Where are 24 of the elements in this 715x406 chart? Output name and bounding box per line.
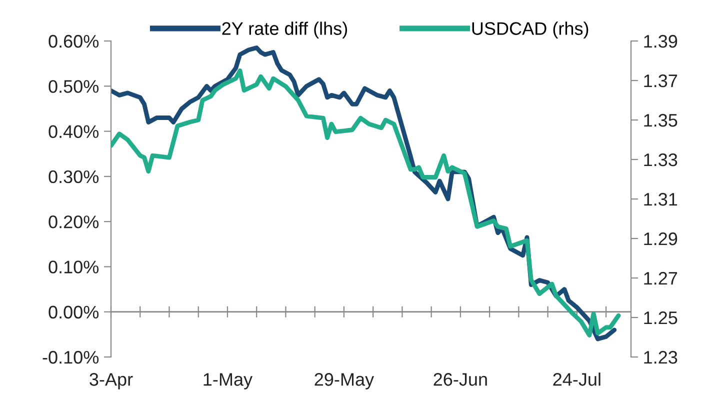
y-tick-label: 0.50% bbox=[48, 80, 99, 93]
y2-tick-label: 1.27 bbox=[644, 272, 678, 285]
y-tick-label: 0.20% bbox=[48, 216, 99, 228]
y2-tick-label: 1.31 bbox=[644, 192, 678, 206]
y2-tick-label: 1.23 bbox=[644, 350, 678, 364]
y2-tick-label: 1.33 bbox=[644, 153, 678, 166]
x-tick-label: 26-Jun bbox=[434, 373, 487, 386]
x-tick-label: 1-May bbox=[204, 373, 253, 390]
legend-label: 2Y rate diff (lhs) bbox=[222, 22, 348, 39]
y2-tick-label: 1.35 bbox=[644, 114, 678, 127]
y-tick-label: 0.40% bbox=[48, 125, 99, 138]
y2-tick-label: 1.25 bbox=[644, 311, 678, 324]
y-tick-label: 0.10% bbox=[48, 260, 99, 274]
x-tick-label: 24-Jul bbox=[553, 372, 600, 386]
x-tick-label: 29-May bbox=[314, 373, 374, 390]
y2-tick-label: 1.39 bbox=[644, 34, 678, 48]
y-tick-label: 0.00% bbox=[48, 306, 99, 319]
legend-label: USDCAD (rhs) bbox=[472, 22, 588, 39]
y-tick-label: -0.10% bbox=[42, 350, 99, 364]
x-tick-label: 3-Apr bbox=[90, 373, 133, 390]
y-tick-label: 0.30% bbox=[48, 170, 99, 184]
y-tick-label: 0.60% bbox=[48, 34, 99, 48]
y2-tick-label: 1.29 bbox=[644, 232, 678, 246]
y2-tick-label: 1.37 bbox=[644, 74, 678, 88]
